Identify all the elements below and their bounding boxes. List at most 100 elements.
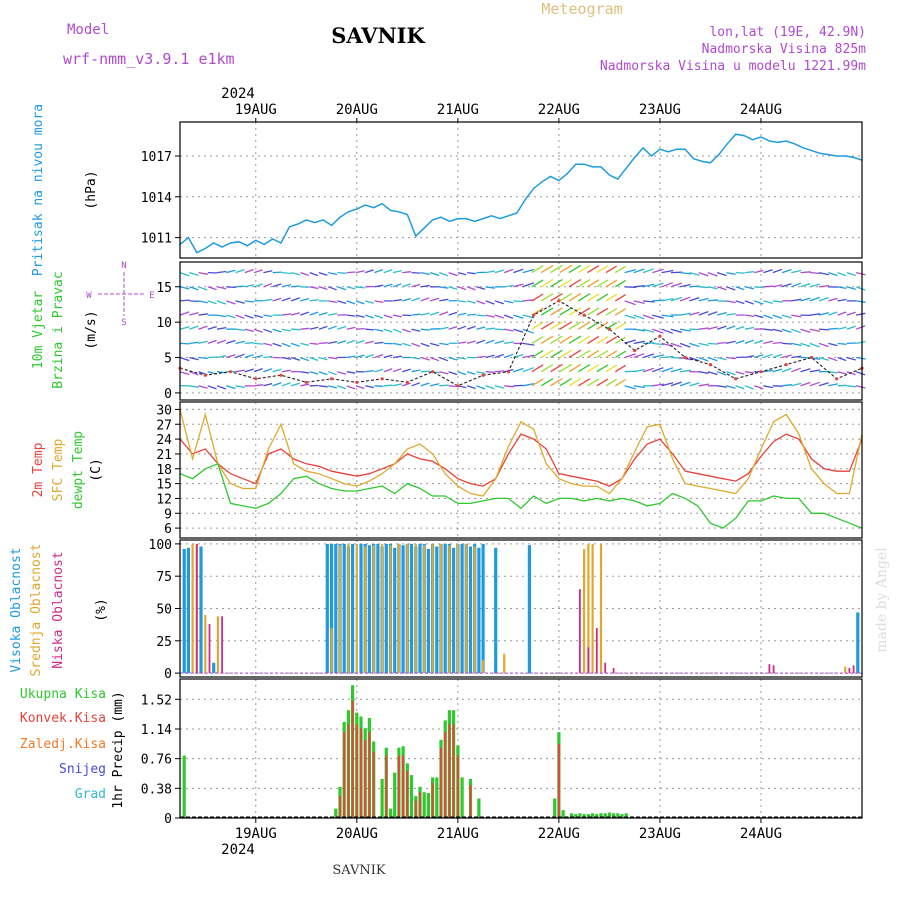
mid-cloud-bar xyxy=(599,543,603,674)
wind-arrow xyxy=(577,279,591,288)
wind-arrow xyxy=(374,328,384,332)
wind-arrow xyxy=(179,286,190,290)
pressure-ylabel: Pritisak na nivou mora xyxy=(31,104,46,276)
wind-arrow xyxy=(550,321,563,330)
wind-arrow xyxy=(318,286,328,291)
wind-arrow xyxy=(235,328,245,332)
wind-arrow xyxy=(809,328,821,333)
wind-arrow xyxy=(652,383,664,387)
high-cloud-bar xyxy=(435,546,439,674)
convective-precip-bar xyxy=(456,755,459,818)
wind-arrow xyxy=(763,314,773,319)
wind-arrow xyxy=(494,340,505,345)
wind-arrow xyxy=(439,271,449,277)
wind-arrow xyxy=(689,271,700,276)
convective-precip-bar xyxy=(402,755,405,818)
wind-arrow xyxy=(457,356,467,360)
wind-arrow xyxy=(244,342,255,345)
high-cloud-bar xyxy=(199,546,203,674)
top-date-label: 20AUG xyxy=(336,102,378,118)
wind-arrow xyxy=(402,368,411,373)
wind-arrow xyxy=(781,354,792,359)
wind-arrow xyxy=(253,354,264,359)
wind-arrow xyxy=(513,300,524,303)
wind-arrow xyxy=(337,286,347,291)
wind-arrow xyxy=(448,325,458,330)
mid-cloud-bar xyxy=(414,543,417,674)
wind-arrow xyxy=(207,300,217,305)
wind-arrow xyxy=(429,383,440,387)
wind-arrow xyxy=(828,383,838,387)
wind-arrow xyxy=(846,271,856,277)
wind-arrow xyxy=(522,354,535,359)
temp-ylabel3: dewpt Temp xyxy=(71,431,86,509)
total-precip-bar xyxy=(603,813,607,818)
wind-arrow xyxy=(216,385,227,390)
total-precip-bar xyxy=(612,813,616,818)
compass-n: N xyxy=(121,261,126,271)
wind-arrow xyxy=(365,369,375,373)
compass-e: E xyxy=(149,291,154,301)
wind-arrow xyxy=(290,382,300,387)
wind-arrow xyxy=(374,341,384,345)
low-cloud-bar xyxy=(579,589,581,674)
mid-cloud-bar xyxy=(591,543,594,674)
convective-precip-bar xyxy=(397,755,400,818)
wind-arrow xyxy=(614,294,627,302)
total-precip-bar xyxy=(409,775,414,818)
wind-arrow xyxy=(596,265,609,274)
high-cloud-bar xyxy=(325,543,329,674)
wind-arrow xyxy=(568,363,582,373)
wind-arrow xyxy=(411,328,421,332)
year-bottom: 2024 xyxy=(221,842,255,858)
high-cloud-bar xyxy=(330,543,334,674)
wind-arrow xyxy=(420,312,430,316)
convective-precip-bar xyxy=(343,732,346,818)
wind-arrow xyxy=(837,384,847,387)
wind-arrow xyxy=(300,311,310,316)
wind-arrow xyxy=(226,354,236,359)
wind-arrow xyxy=(809,283,821,288)
wind-arrow xyxy=(318,311,328,316)
wind-arrow xyxy=(513,268,524,274)
wind-arrow xyxy=(754,354,764,359)
wind-arrow xyxy=(281,342,291,348)
mid-cloud-bar xyxy=(482,660,485,674)
wind-arrow xyxy=(318,385,328,388)
wind-arrow xyxy=(420,342,430,348)
high-cloud-bar xyxy=(481,543,485,674)
wind-arrow xyxy=(439,311,449,316)
panel-frame xyxy=(179,261,863,401)
wind-arrow xyxy=(856,300,866,303)
wind-arrow xyxy=(568,264,582,274)
y-tick-label: 30 xyxy=(156,403,172,418)
wind-arrow xyxy=(402,297,411,302)
wind-arrow xyxy=(744,314,755,318)
bottom-date-label: 19AUG xyxy=(235,826,277,842)
cloud-ylabel: Visoka Oblacnost xyxy=(9,547,24,672)
high-cloud-bar xyxy=(460,543,464,674)
wind-arrow xyxy=(763,285,774,288)
wind-arrow xyxy=(846,311,856,316)
wind-arrow xyxy=(587,321,600,330)
wind-arrow xyxy=(707,299,718,302)
total-precip-bar xyxy=(582,814,586,818)
wind-arrow xyxy=(707,356,718,362)
wind-arrow xyxy=(439,371,449,375)
wind-speed-point xyxy=(532,313,536,317)
wind-arrow xyxy=(744,371,755,374)
wind-arrow xyxy=(735,300,745,305)
y-tick-label: 21 xyxy=(156,448,172,463)
high-cloud-bar xyxy=(186,547,190,674)
wind-arrow xyxy=(763,268,773,274)
wind-arrow xyxy=(781,283,792,288)
wind-arrow xyxy=(540,378,554,387)
wind-arrow xyxy=(559,307,573,316)
mid-cloud-bar xyxy=(364,546,367,674)
wind-arrow xyxy=(855,356,866,360)
wind-arrow xyxy=(346,314,356,317)
wind-arrow xyxy=(485,314,495,318)
wind-arrow xyxy=(291,285,301,288)
wind-arrow xyxy=(633,368,645,373)
high-cloud-bar xyxy=(426,549,430,674)
